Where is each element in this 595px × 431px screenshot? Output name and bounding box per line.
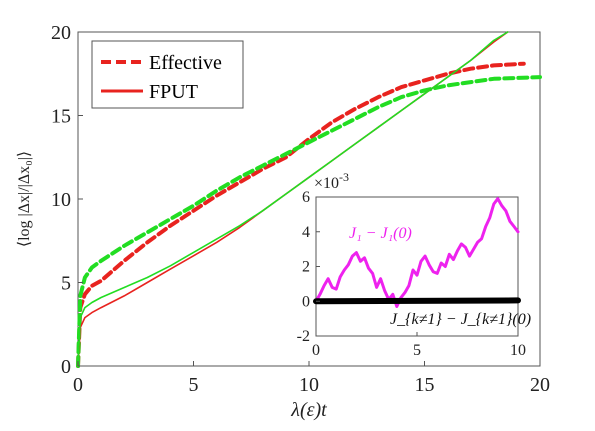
x-tick-label: 20 [530, 374, 550, 396]
y-axis-label: ⟨log |Δx|/|Δx₀|⟩ [16, 151, 33, 247]
inset-annotation-jk: J_{k≠1} − J_{k≠1}(0) [390, 311, 531, 328]
x-tick-label: 15 [415, 374, 435, 396]
y-tick-label: 20 [51, 22, 71, 44]
legend-label-effective: Effective [149, 52, 222, 74]
series-line-1 [313, 297, 521, 305]
legend-box [91, 40, 244, 109]
y-tick-label: 2 [302, 259, 310, 276]
y-tick-label: 0 [61, 356, 71, 378]
inset-multiplier: ×10-3 [314, 170, 349, 192]
x-tick-label: 5 [413, 342, 421, 359]
series-line-3 [77, 31, 509, 367]
main-series-group [76, 31, 542, 368]
inset-multiplier-exponent: -3 [339, 170, 349, 184]
x-tick-label: 0 [312, 342, 320, 359]
series-line-0 [76, 61, 526, 368]
inset-plot-area [315, 196, 519, 337]
series-line-1 [76, 75, 542, 368]
y-tick-label: 4 [302, 224, 310, 241]
x-tick-label: 10 [299, 374, 319, 396]
y-tick-label: 0 [302, 293, 310, 310]
x-axis-label: λ(ε)t [290, 399, 327, 421]
y-tick-label: 5 [61, 273, 71, 295]
legend-label-fput: FPUT [149, 81, 198, 103]
y-tick-label: 6 [302, 189, 310, 206]
y-tick-label: 15 [51, 106, 71, 128]
inset-multiplier-base: ×10 [314, 175, 339, 192]
legend: Effective FPUT [91, 40, 244, 109]
inset-annotation-j1: J₁ − J₁(0) [349, 225, 412, 242]
y-tick-label: -2 [297, 328, 310, 345]
x-tick-label: 10 [510, 342, 526, 359]
series-line-0 [314, 197, 520, 308]
x-tick-label: 0 [73, 374, 83, 396]
x-tick-label: 5 [189, 374, 199, 396]
inset-series-group [313, 197, 521, 308]
y-tick-label: 10 [51, 189, 71, 211]
